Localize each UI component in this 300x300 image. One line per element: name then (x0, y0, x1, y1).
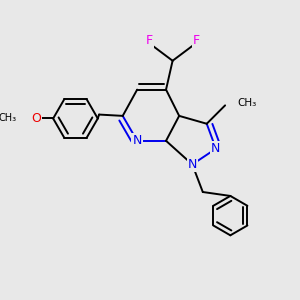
Text: CH₃: CH₃ (0, 113, 16, 124)
Text: N: N (211, 142, 220, 155)
Text: N: N (133, 134, 142, 147)
Text: F: F (146, 34, 152, 47)
Text: N: N (188, 158, 197, 171)
Text: CH₃: CH₃ (237, 98, 256, 108)
Text: F: F (193, 34, 200, 47)
Text: O: O (31, 112, 41, 125)
